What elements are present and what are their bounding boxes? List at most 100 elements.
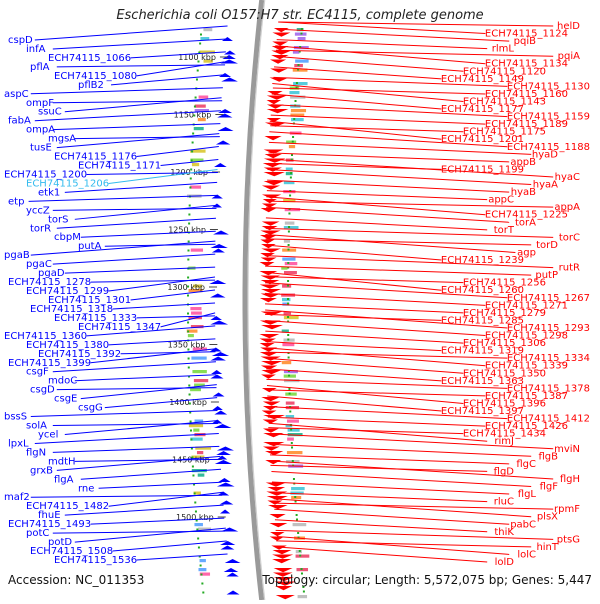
forward-gene-label: ECH74115_1175 — [463, 127, 546, 138]
forward-gene-arrow — [271, 545, 287, 550]
ring-dot — [287, 284, 290, 287]
forward-gene-leader — [272, 82, 464, 102]
reverse-gene-label: yccZ — [26, 205, 50, 216]
ring-dot — [187, 240, 190, 243]
ring-dot — [199, 33, 202, 36]
ring-dot — [188, 393, 191, 396]
forward-gene-arrow — [269, 59, 287, 64]
reverse-gene-leader — [86, 171, 218, 175]
ring-dot — [290, 172, 293, 174]
forward-gene-label: pqiB — [514, 36, 536, 47]
forward-gene-arrow — [266, 95, 287, 100]
feature-bar — [190, 149, 206, 153]
reverse-gene-leader — [64, 181, 218, 193]
ring-dot — [295, 82, 298, 84]
feature-bar — [191, 311, 202, 315]
feature-bar — [282, 302, 290, 306]
ring-dot — [188, 222, 191, 225]
forward-gene-label: ECH74115_1293 — [507, 323, 590, 334]
reverse-gene-label: ECH74115_1380 — [26, 340, 109, 351]
forward-gene-arrow — [260, 311, 283, 316]
forward-gene-arrow — [259, 334, 280, 339]
ring-dot — [195, 78, 198, 81]
ring-dot — [194, 510, 197, 513]
feature-bar — [283, 226, 299, 230]
reverse-gene-label: grxB — [30, 465, 53, 476]
ring-dot — [290, 442, 293, 444]
reverse-gene-label: flgA — [54, 474, 74, 485]
forward-gene-label: rimJ — [494, 436, 514, 447]
reverse-gene-label: ECH74115_1206 — [26, 178, 109, 189]
reverse-gene-leader — [64, 419, 219, 435]
ring-dot — [189, 186, 192, 189]
forward-gene-label: agp — [517, 247, 536, 258]
feature-bar — [190, 325, 204, 329]
reverse-gene-leader — [108, 276, 216, 292]
forward-gene-label: flgC — [516, 459, 536, 470]
forward-gene-label: ECH74115_1334 — [507, 353, 590, 364]
forward-gene-arrow — [261, 221, 280, 226]
forward-gene-arrow — [266, 496, 288, 501]
feature-bar — [281, 293, 296, 297]
reverse-gene-arrow — [221, 37, 233, 41]
reverse-gene-label: ECH74115_1536 — [54, 555, 137, 566]
ring-dot — [287, 302, 290, 305]
forward-gene-arrow — [275, 586, 293, 591]
forward-gene-arrow — [260, 253, 275, 258]
forward-gene-leader — [268, 152, 510, 163]
feature-bar — [197, 473, 205, 477]
forward-gene-label: flgH — [560, 474, 580, 485]
forward-gene-arrow — [275, 595, 295, 600]
forward-gene-arrow — [265, 482, 287, 487]
reverse-gene-label: pgaD — [38, 268, 65, 279]
forward-gene-leader — [277, 28, 510, 42]
reverse-gene-arrow — [210, 293, 226, 298]
forward-gene-leader — [265, 309, 508, 329]
reverse-gene-arrow — [218, 109, 233, 113]
ring-dot — [189, 411, 192, 414]
forward-gene-label: ECH74115_1149 — [441, 74, 524, 85]
forward-gene-label: flgL — [518, 489, 537, 500]
feature-bar — [186, 329, 198, 333]
forward-gene-arrow — [261, 185, 281, 190]
forward-gene-leader — [268, 427, 464, 435]
forward-gene-leader — [265, 351, 508, 359]
forward-gene-leader — [276, 39, 488, 50]
forward-gene-label: ECH74115_1387 — [485, 391, 568, 402]
ring-dot — [188, 402, 191, 405]
feature-bar — [288, 145, 296, 149]
forward-gene-arrow — [260, 230, 281, 235]
ring-dot — [193, 114, 196, 117]
forward-gene-arrow — [260, 280, 280, 285]
reverse-gene-arrow — [218, 73, 232, 77]
reverse-gene-leader — [52, 100, 223, 104]
feature-bar — [195, 446, 212, 450]
forward-gene-arrow — [261, 203, 278, 208]
reverse-gene-leader — [74, 136, 220, 140]
forward-gene-arrow — [264, 154, 282, 159]
forward-gene-arrow — [262, 401, 281, 406]
feature-bar — [193, 284, 203, 288]
forward-gene-label: hyaB — [511, 187, 536, 198]
ring-dot — [289, 176, 292, 179]
ring-dot — [299, 554, 302, 557]
ring-dot — [287, 316, 290, 318]
reverse-gene-arrow — [220, 509, 231, 514]
ring-dot — [199, 564, 202, 567]
reverse-gene-leader — [160, 312, 216, 328]
forward-gene-label: flgF — [540, 482, 559, 493]
forward-gene-arrow — [261, 244, 276, 249]
forward-gene-arrow — [259, 262, 275, 267]
ring-dot — [288, 226, 291, 228]
feature-bar — [284, 262, 298, 266]
reverse-gene-leader — [52, 530, 226, 534]
reverse-gene-arrow — [210, 316, 222, 320]
forward-gene-label: appB — [510, 157, 536, 168]
forward-gene-leader — [270, 125, 464, 133]
ring-dot — [297, 64, 300, 66]
reverse-gene-arrow — [224, 559, 241, 563]
feature-bar — [290, 95, 306, 99]
reverse-gene-arrow — [214, 163, 227, 167]
feature-bar — [197, 118, 206, 122]
